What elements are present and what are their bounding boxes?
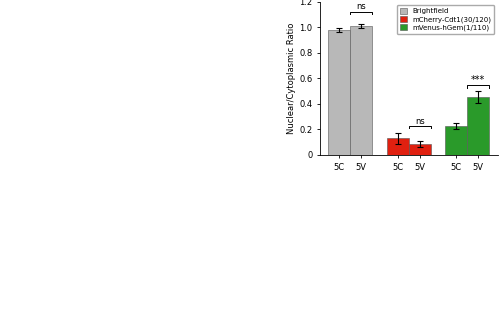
Text: ns: ns [415, 116, 424, 126]
Text: K: K [288, 0, 298, 2]
Text: ***: *** [471, 74, 486, 85]
Bar [409, 144, 431, 155]
Bar [445, 126, 467, 155]
Text: ns: ns [356, 2, 366, 11]
Bar [328, 30, 350, 155]
Bar [386, 138, 409, 155]
Bar [467, 97, 489, 155]
Legend: Brightfield, mCherry-Cdt1(30/120), mVenus-hGem(1/110): Brightfield, mCherry-Cdt1(30/120), mVenu… [397, 5, 494, 34]
Y-axis label: Nuclear/Cytoplasmic Ratio: Nuclear/Cytoplasmic Ratio [288, 23, 296, 134]
Bar [350, 26, 372, 155]
